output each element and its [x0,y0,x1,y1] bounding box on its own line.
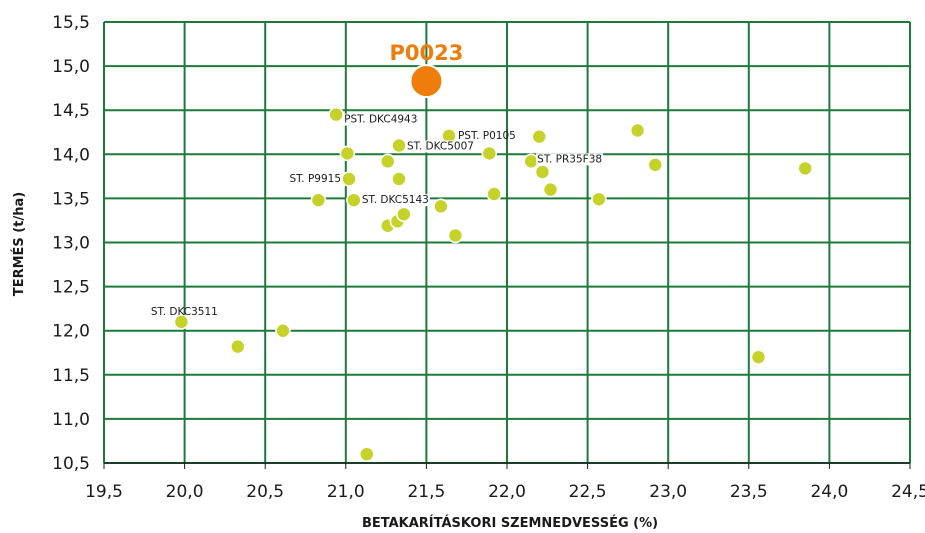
y-axis-title: TERMÉS (t/ha) [11,192,27,296]
data-point [379,153,396,170]
point-label: PST. P0105 [458,130,516,142]
y-tick-label: 14,5 [52,101,90,121]
y-tick-label: 11,0 [52,410,90,430]
x-tick-label: 20,5 [246,482,284,502]
data-point [531,128,548,145]
data-point [629,122,646,139]
data-point [275,322,291,339]
x-tick-label: 22,5 [569,482,607,502]
x-tick-label: 21,5 [407,482,445,502]
data-point [391,171,407,187]
x-tick-label: 19,5 [85,482,123,502]
point-label-background [360,194,430,207]
x-tick-label: 23,0 [649,482,687,502]
data-point [391,137,407,154]
x-axis-ticks: 19,5 20,0 20,5 21,0 21,5 22,0 22,5 23,0 23,5 24,0… [85,463,925,502]
x-tick-label: 21,0 [327,482,365,502]
point-label: ST. DKC3511 [151,306,218,318]
data-point [447,227,464,244]
data-point [591,191,607,208]
point-label-background [536,153,604,166]
x-tick-label: 22,0 [488,482,526,502]
data-point [229,338,246,355]
y-tick-label: 11,5 [52,366,90,386]
data-point [647,157,664,173]
y-tick-label: 12,5 [52,278,90,298]
data-point [396,206,412,223]
point-label: ST. DKC5007 [407,140,474,152]
x-tick-label: 24,0 [810,482,848,502]
y-tick-label: 14,0 [52,145,90,165]
y-tick-label: 15,5 [52,13,90,33]
point-label-background [343,113,419,126]
y-tick-label: 13,0 [52,234,90,254]
data-points: ST. DKC3511 PST. DKC4943 ST. P9915 ST. DKC5… [151,106,814,462]
point-label: PST. DKC4943 [344,114,417,126]
highlight-label: P0023 [389,41,463,65]
point-label-background [405,140,475,153]
data-point [542,181,559,198]
y-axis-ticks: 10,5 11,0 11,5 12,0 12,5 13,0 13,5 14,0 14,5 15,0… [52,13,90,474]
data-point [433,198,449,215]
point-label: ST. DKC5143 [362,194,429,206]
y-tick-label: 13,5 [52,189,90,209]
point-label: ST. P9915 [289,173,341,185]
data-point [481,145,498,162]
point-label: ST. PR35F38 [537,153,602,165]
data-point [346,192,362,208]
y-tick-label: 10,5 [52,454,90,474]
data-point [797,160,814,177]
data-point [328,106,344,123]
y-tick-label: 15,0 [52,57,90,77]
x-tick-label: 20,0 [166,482,204,502]
y-tick-label: 12,0 [52,322,90,342]
data-point [486,186,502,202]
data-point [339,145,356,162]
data-point [310,192,327,208]
data-point [523,153,539,170]
highlight-point-group: P0023 [389,41,463,99]
data-point [534,164,551,180]
highlight-point [409,64,444,99]
grid [103,21,911,464]
x-axis-title: BETAKARÍTÁSKORI SZEMNEDVESSÉG (%) [362,515,658,531]
data-point [341,171,357,187]
data-point [750,349,767,365]
x-tick-label: 24,5 [891,482,925,502]
x-tick-label: 23,5 [730,482,768,502]
data-point [358,446,375,462]
data-point [173,314,190,330]
